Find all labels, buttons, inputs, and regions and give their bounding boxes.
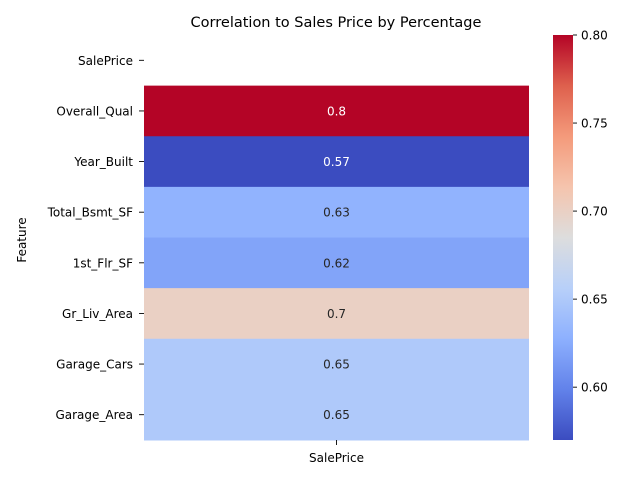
row-label: 1st_Flr_SF: [73, 256, 133, 270]
heatmap-cell: [144, 136, 529, 188]
column-label: SalePrice: [309, 451, 364, 465]
cell-value-label: 0.65: [323, 358, 350, 372]
colorbar-tick-label: 0.65: [581, 293, 608, 307]
heatmap-cells: 0.8 0.57 0.63 0.62 0.7 0.65 0.65: [144, 85, 529, 441]
heatmap-cell: [144, 237, 529, 289]
chart-title: Correlation to Sales Price by Percentage: [191, 15, 482, 31]
cell-value-label: 0.62: [323, 256, 350, 270]
colorbar-tick-label: 0.80: [581, 29, 608, 43]
row-label: SalePrice: [78, 54, 133, 68]
colorbar-tick-label: 0.60: [581, 381, 608, 395]
heatmap-cell: [144, 186, 529, 238]
column-labels: SalePrice: [309, 440, 364, 465]
row-label: Garage_Area: [55, 408, 133, 422]
row-label: Garage_Cars: [56, 358, 133, 372]
row-label: Year_Built: [73, 155, 133, 169]
colorbar-ticks: 0.60 0.65 0.70 0.75 0.80: [573, 29, 608, 395]
row-label: Gr_Liv_Area: [62, 307, 133, 321]
heatmap-cell: [144, 85, 529, 137]
heatmap-cell: [144, 338, 529, 390]
cell-value-label: 0.8: [327, 104, 346, 118]
cell-value-label: 0.57: [323, 155, 350, 169]
colorbar-tick-label: 0.70: [581, 205, 608, 219]
row-labels: SalePrice Overall_Qual Year_Built Total_Bsm…: [47, 54, 144, 422]
cell-value-label: 0.63: [323, 206, 350, 220]
heatmap-cell: [144, 288, 529, 340]
row-label: Overall_Qual: [56, 104, 133, 118]
colorbar: [553, 35, 573, 440]
heatmap-cell: [144, 389, 529, 441]
y-axis-label: Feature: [15, 217, 29, 262]
row-label: Total_Bsmt_SF: [47, 206, 134, 220]
cell-value-label: 0.7: [327, 307, 346, 321]
colorbar-tick-label: 0.75: [581, 117, 608, 131]
cell-value-label: 0.65: [323, 408, 350, 422]
